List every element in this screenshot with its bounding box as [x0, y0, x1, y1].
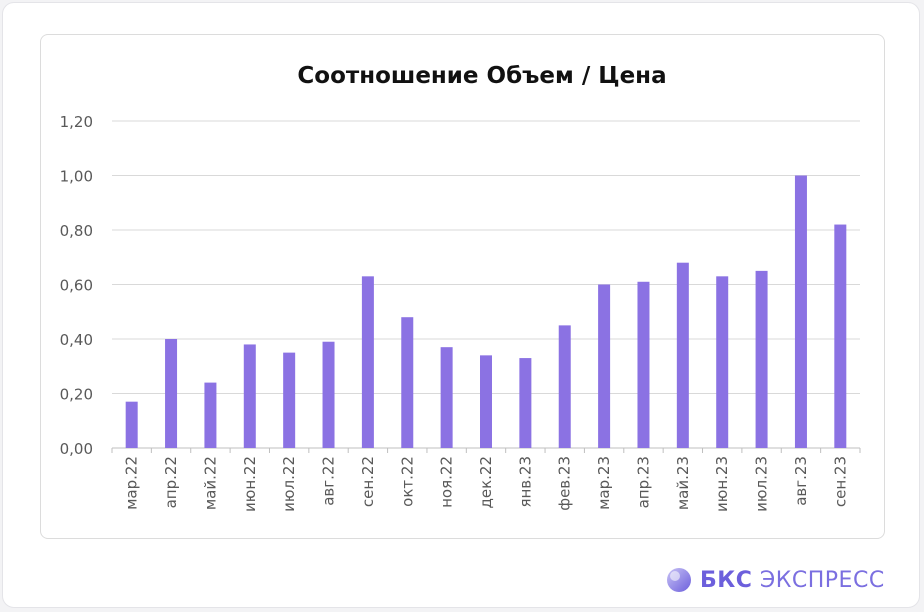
y-tick-label: 0,40 [60, 331, 93, 349]
x-tick-label: янв.23 [516, 456, 534, 508]
x-tick-label: ноя.22 [438, 456, 456, 508]
bar [519, 358, 532, 448]
x-tick-label: авг.23 [792, 456, 810, 506]
bar [676, 262, 689, 448]
bar [283, 352, 296, 448]
bar [361, 276, 374, 448]
y-tick-label: 0,20 [60, 386, 93, 404]
brand-name-bold: БКС [700, 567, 753, 593]
x-tick-label: авг.22 [320, 456, 338, 506]
y-tick-label: 1,20 [60, 113, 93, 131]
y-tick-label: 0,00 [60, 440, 93, 458]
x-tick-label: июл.22 [280, 456, 298, 512]
bar [480, 355, 492, 448]
y-tick-label: 0,80 [60, 222, 93, 240]
bar [401, 317, 414, 448]
bar [165, 339, 178, 448]
bar [598, 284, 611, 448]
brand-name-rest: ЭКСПРЕСС [759, 567, 885, 593]
bar-chart: Соотношение Объем / Цена 0,00 0,20 0,40 0,60… [60, 63, 861, 512]
x-tick-label: июл.23 [753, 456, 771, 512]
bar [204, 382, 217, 448]
chart-title: Соотношение Объем / Цена [297, 63, 666, 89]
x-tick-label: мар.22 [123, 456, 141, 510]
x-tick-label: июн.22 [241, 456, 259, 512]
x-tick-label: июн.23 [713, 456, 731, 512]
bar [322, 341, 335, 448]
bar [716, 276, 729, 448]
bar [755, 270, 768, 448]
x-tick-label: апр.23 [634, 456, 652, 508]
x-tick-label: мар.23 [595, 456, 613, 510]
x-tick-label: май.23 [674, 456, 692, 510]
x-tick-label: окт.22 [398, 456, 416, 507]
bar [125, 401, 138, 448]
chart-card: Соотношение Объем / Цена 0,00 0,20 0,40 0,60… [40, 34, 885, 539]
bar [243, 344, 256, 448]
bar [440, 347, 453, 448]
bar [637, 281, 650, 448]
bar [558, 325, 571, 448]
y-tick-label: 1,00 [60, 168, 93, 186]
x-tick-label: май.22 [201, 456, 219, 510]
bcs-logo-icon [667, 568, 691, 592]
x-tick-label: сен.22 [359, 456, 377, 507]
x-tick-label: дек.22 [477, 456, 495, 509]
bar [794, 175, 807, 448]
y-tick-label: 0,60 [60, 277, 93, 295]
bar [834, 224, 847, 448]
brand-name: БКС ЭКСПРЕСС [700, 568, 885, 593]
brand-logo-group: БКС ЭКСПРЕСС [666, 563, 885, 597]
x-tick-label: апр.22 [162, 456, 180, 508]
x-tick-label: фев.23 [556, 456, 574, 511]
x-tick-label: сен.23 [831, 456, 849, 507]
